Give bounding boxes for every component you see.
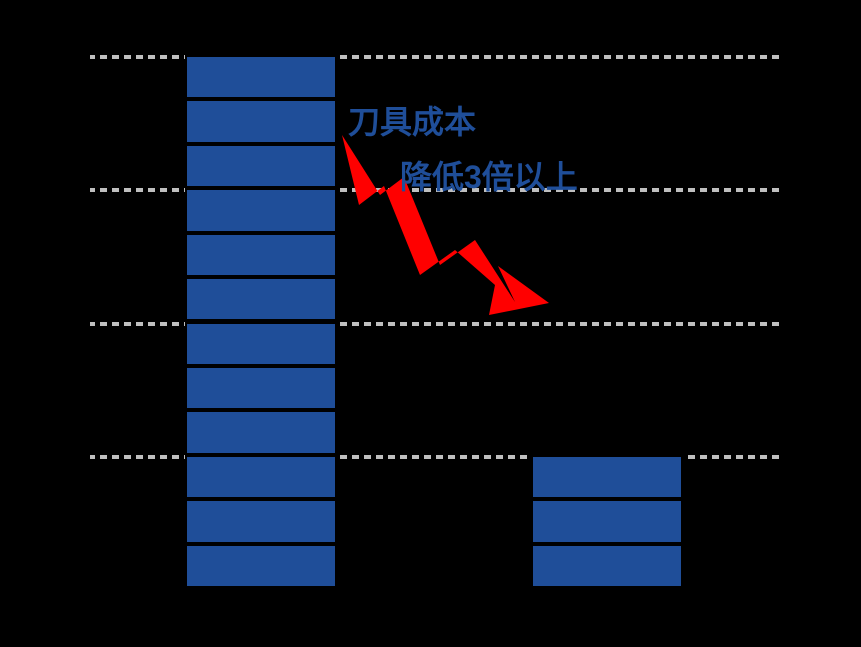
annotation-line1: 刀具成本: [348, 97, 476, 143]
cost-reduction-chart: 刀具成本降低3倍以上: [0, 0, 861, 647]
annotation-line2: 降低3倍以上: [400, 152, 578, 198]
